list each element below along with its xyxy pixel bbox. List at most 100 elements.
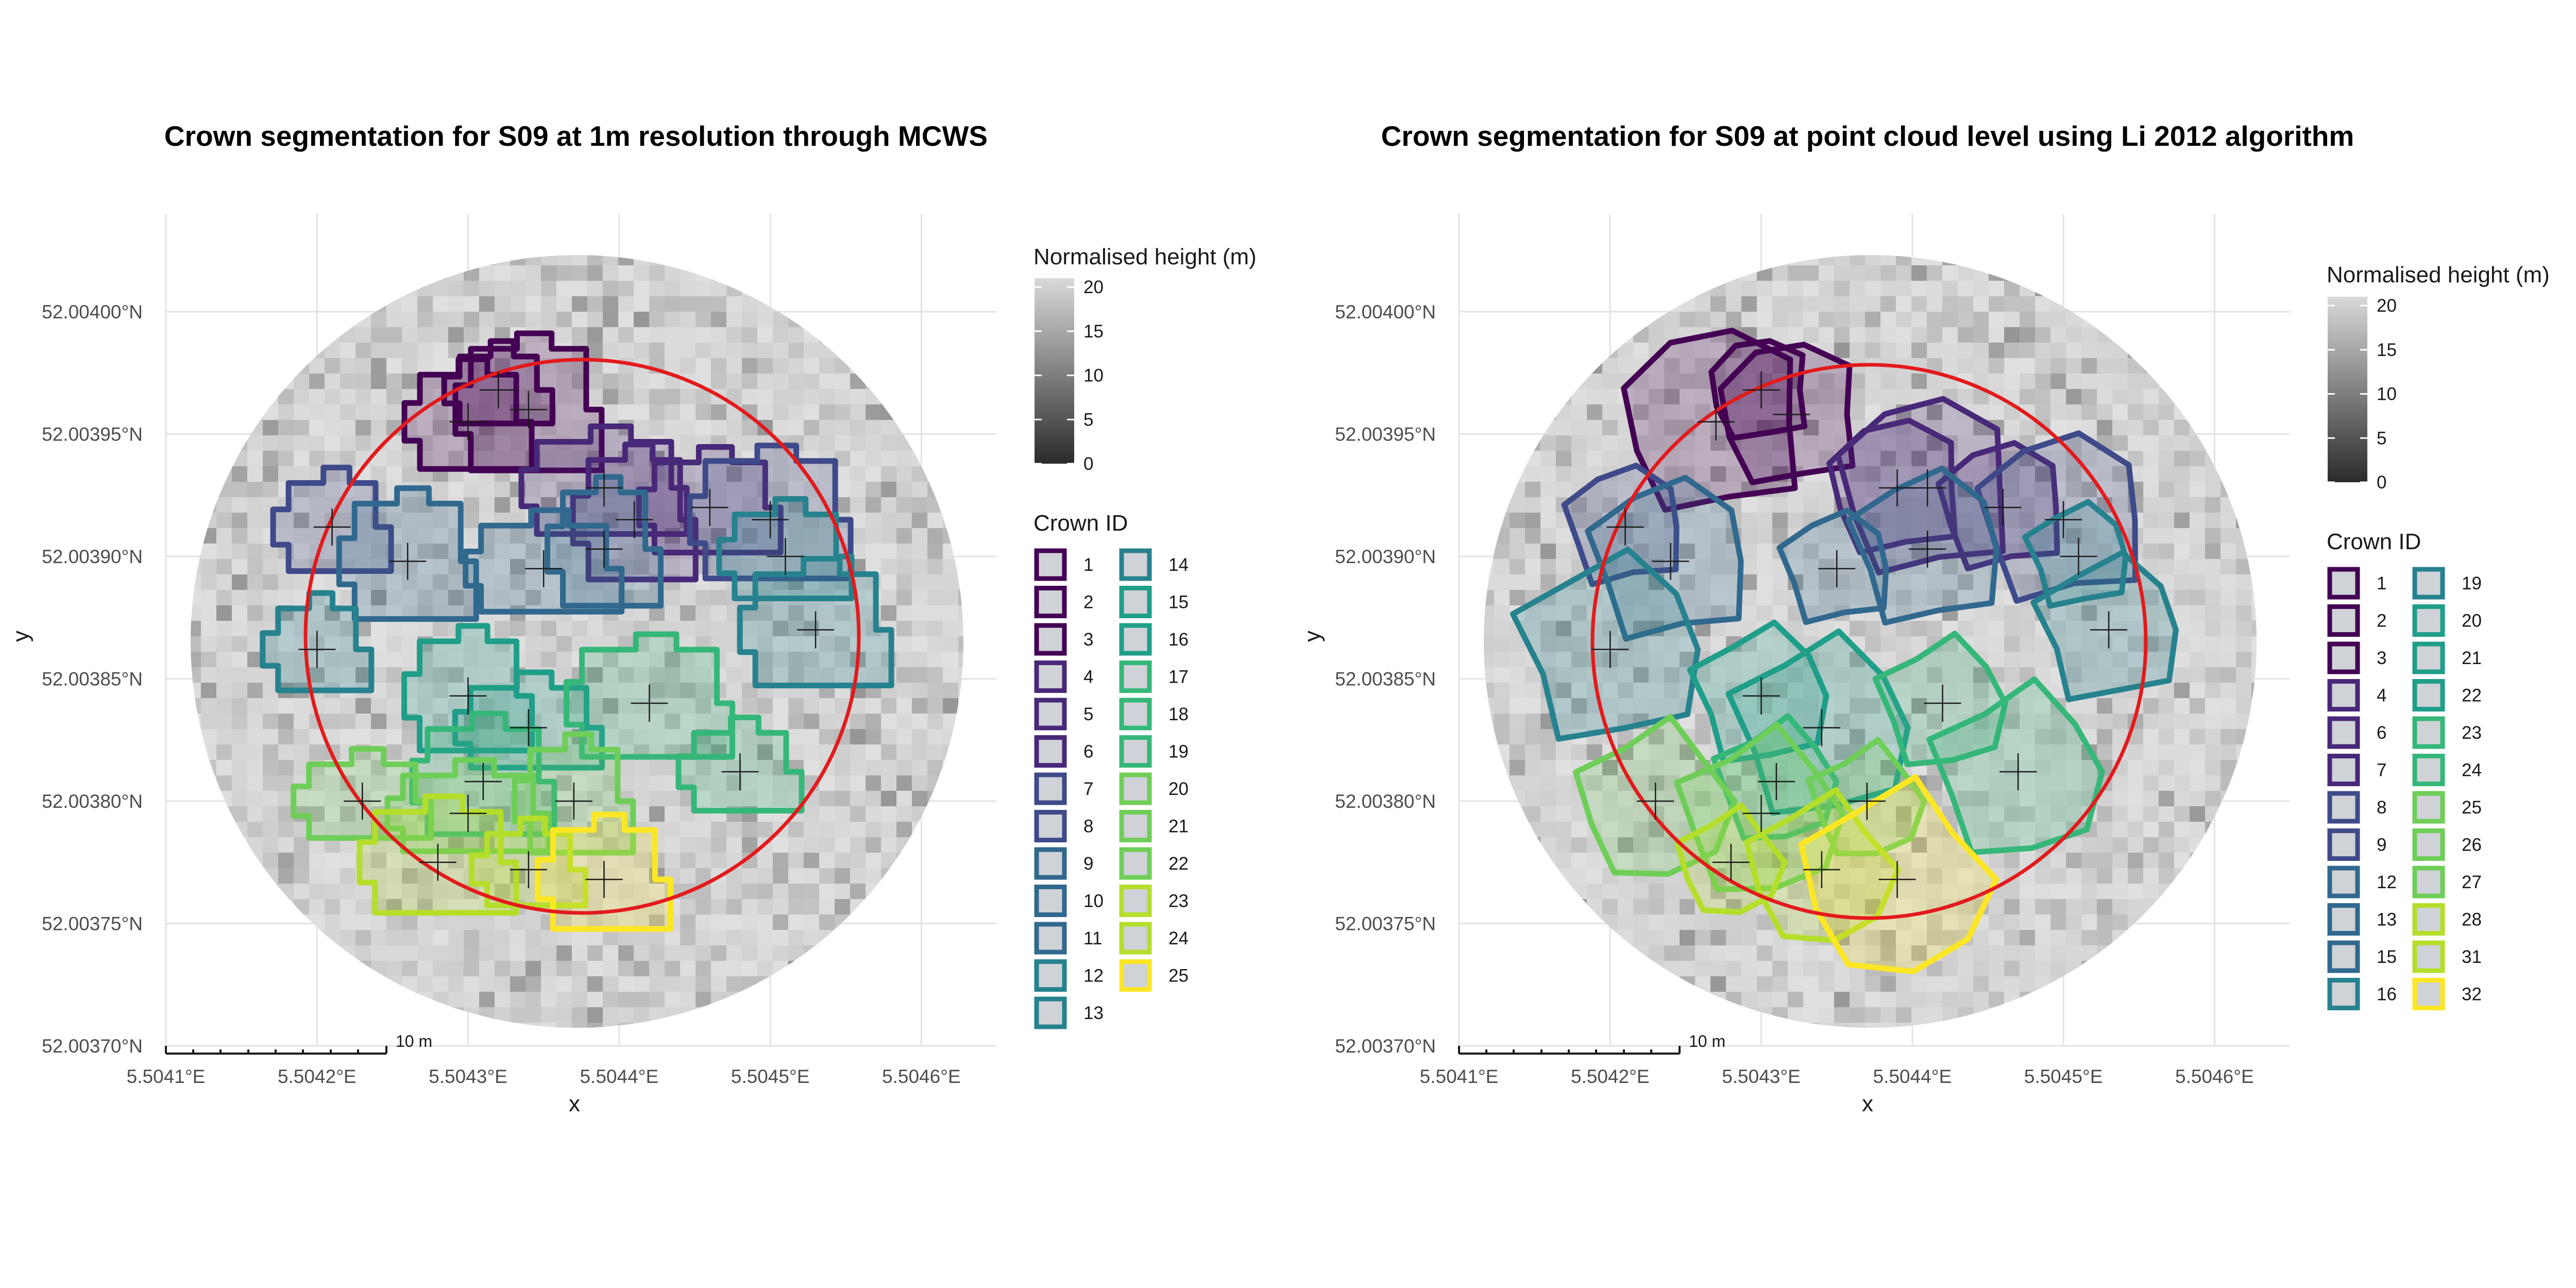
right-raster-cell [2159, 466, 2175, 482]
left-raster-cell [912, 574, 928, 590]
left-raster-cell [757, 389, 773, 405]
left-raster-cell [201, 343, 217, 359]
right-raster-cell [2112, 806, 2128, 822]
left-raster-cell [881, 544, 897, 560]
right-raster-cell [2035, 389, 2051, 405]
left-raster-cell [912, 961, 928, 977]
left-raster-cell [263, 312, 279, 328]
right-raster-cell [1927, 451, 1943, 467]
left-raster-cell [773, 868, 789, 884]
right-raster-cell [2190, 729, 2206, 745]
left-raster-cell [757, 312, 773, 328]
left-raster-cell [819, 343, 835, 359]
right-raster-cell [1484, 775, 1495, 791]
right-raster-cell [1850, 404, 1866, 420]
right-raster-cell [1695, 358, 1711, 374]
right-raster-cell [1494, 374, 1510, 389]
left-raster-cell [649, 992, 665, 1008]
right-raster-cell [1556, 853, 1572, 869]
right-raster-cell [1896, 327, 1912, 343]
left-raster-cell [371, 404, 387, 420]
right-raster-cell [1571, 312, 1587, 328]
left-raster-cell [309, 899, 325, 915]
left-raster-cell [464, 296, 480, 312]
right-raster-cell [2050, 868, 2066, 884]
left-raster-cell [587, 312, 603, 328]
left-raster-cell [958, 853, 963, 869]
right-raster-cell [1911, 667, 1927, 683]
left-y-tick-label: 52.00370°N [42, 1036, 143, 1057]
right-raster-cell [1741, 652, 1757, 668]
left-raster-cell [448, 312, 464, 328]
left-raster-cell [510, 930, 526, 946]
left-raster-cell [448, 265, 464, 281]
left-raster-cell [294, 884, 310, 900]
right-raster-cell [1525, 497, 1541, 513]
left-raster-cell [804, 868, 820, 884]
left-raster-cell [216, 265, 232, 281]
left-raster-cell [278, 945, 294, 961]
right-raster-cell [1695, 466, 1711, 482]
left-raster-cell [587, 945, 603, 961]
right-raster-cell [1494, 868, 1510, 884]
right-raster-cell [1556, 420, 1572, 436]
left-raster-cell [232, 698, 248, 714]
right-raster-cell [2251, 451, 2257, 467]
left-raster-cell [804, 822, 820, 838]
left-raster-cell [201, 744, 217, 760]
left-raster-cell [835, 420, 851, 436]
left-raster-cell [371, 255, 387, 266]
left-raster-cell [541, 1007, 557, 1023]
left-raster-cell [912, 868, 928, 884]
left-raster-cell [386, 312, 402, 328]
right-raster-cell [1927, 255, 1943, 266]
left-raster-cell [912, 976, 928, 992]
left-raster-cell [943, 683, 959, 699]
right-raster-cell [2205, 343, 2221, 359]
right-raster-cell [2174, 590, 2190, 606]
right-raster-cell [2205, 605, 2221, 621]
left-raster-cell [742, 1007, 758, 1023]
right-raster-cell [2205, 574, 2221, 590]
right-raster-cell [1680, 528, 1696, 544]
right-raster-cell [2174, 760, 2190, 776]
left-crown-legend-swatch [1034, 735, 1067, 768]
left-raster-cell [386, 775, 402, 791]
left-raster-cell [340, 853, 356, 869]
right-raster-cell [2159, 683, 2175, 699]
left-raster-cell [309, 374, 325, 389]
left-raster-cell [278, 1007, 294, 1023]
left-raster-cell [804, 1023, 820, 1028]
left-raster-cell [433, 296, 449, 312]
right-raster-cell [2190, 466, 2206, 482]
left-raster-cell [603, 683, 619, 699]
right-raster-cell [1510, 806, 1526, 822]
left-raster-cell [649, 945, 665, 961]
right-raster-cell [2081, 899, 2097, 915]
right-raster-cell [1958, 435, 1974, 451]
left-raster-cell [263, 884, 279, 900]
right-raster-cell [1865, 296, 1881, 312]
left-raster-cell [541, 729, 557, 745]
right-raster-cell [2081, 255, 2097, 266]
right-raster-cell [1494, 296, 1510, 312]
left-raster-cell [247, 327, 263, 343]
left-raster-cell [912, 590, 928, 606]
right-raster-cell [1525, 683, 1541, 699]
right-raster-cell [1602, 389, 1618, 405]
right-raster-cell [2035, 312, 2051, 328]
left-raster-cell [371, 296, 387, 312]
right-raster-cell [1540, 544, 1556, 560]
left-raster-cell [850, 791, 866, 807]
left-raster-cell [402, 868, 418, 884]
left-raster-cell [788, 636, 804, 652]
left-raster-cell [201, 358, 217, 374]
right-raster-cell [2205, 513, 2221, 529]
right-raster-cell [1649, 914, 1665, 930]
right-raster-cell [2174, 698, 2190, 714]
left-raster-cell [294, 497, 310, 513]
right-raster-cell [1757, 451, 1773, 467]
left-tree-top-marker [510, 391, 547, 428]
right-raster-cell [2190, 744, 2206, 760]
left-raster-cell [726, 884, 742, 900]
